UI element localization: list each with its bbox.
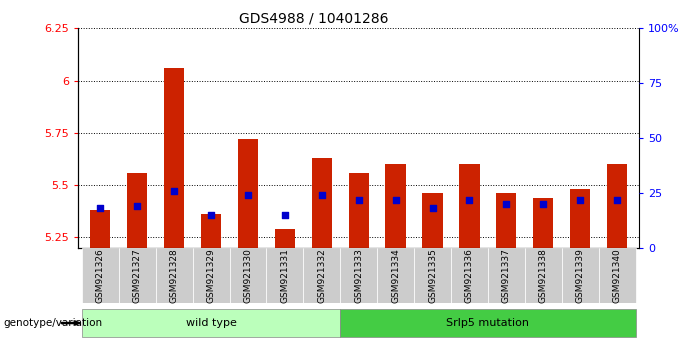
Point <box>390 197 401 202</box>
Bar <box>119 248 156 303</box>
Bar <box>349 172 369 248</box>
Text: GSM921328: GSM921328 <box>170 248 179 303</box>
Point <box>205 212 216 218</box>
Text: GSM921329: GSM921329 <box>207 248 216 303</box>
Point <box>611 197 622 202</box>
Point <box>501 201 512 207</box>
Bar <box>607 164 627 248</box>
Bar <box>488 248 525 303</box>
Bar <box>598 248 636 303</box>
Bar <box>267 248 303 303</box>
Point <box>538 201 549 207</box>
Bar <box>459 164 479 248</box>
Text: GSM921340: GSM921340 <box>613 248 622 303</box>
Bar <box>201 215 221 248</box>
Title: GDS4988 / 10401286: GDS4988 / 10401286 <box>239 12 388 26</box>
Bar <box>311 158 332 248</box>
Bar <box>340 309 636 337</box>
Point <box>243 192 254 198</box>
Bar <box>90 210 110 248</box>
Text: Srlp5 mutation: Srlp5 mutation <box>446 318 529 328</box>
Bar <box>275 229 295 248</box>
Point <box>316 192 327 198</box>
Text: GSM921339: GSM921339 <box>576 248 585 303</box>
Bar <box>525 248 562 303</box>
Bar <box>127 172 148 248</box>
Bar <box>82 248 119 303</box>
Text: wild type: wild type <box>186 318 237 328</box>
Text: GSM921331: GSM921331 <box>280 248 290 303</box>
Text: GSM921333: GSM921333 <box>354 248 363 303</box>
Point <box>575 197 585 202</box>
Bar <box>340 248 377 303</box>
Point <box>95 205 106 211</box>
Bar <box>238 139 258 248</box>
Text: GSM921330: GSM921330 <box>243 248 252 303</box>
Point <box>464 197 475 202</box>
Text: GSM921335: GSM921335 <box>428 248 437 303</box>
Point <box>353 197 364 202</box>
Text: GSM921337: GSM921337 <box>502 248 511 303</box>
Text: GSM921326: GSM921326 <box>96 248 105 303</box>
Bar <box>533 198 554 248</box>
Bar <box>303 248 340 303</box>
Bar <box>156 248 192 303</box>
Bar <box>496 193 517 248</box>
Text: GSM921327: GSM921327 <box>133 248 141 303</box>
Text: GSM921332: GSM921332 <box>318 248 326 303</box>
Bar <box>192 248 230 303</box>
Text: GSM921336: GSM921336 <box>465 248 474 303</box>
Point <box>427 205 438 211</box>
Text: GSM921334: GSM921334 <box>391 248 400 303</box>
Bar <box>562 248 598 303</box>
Bar <box>451 248 488 303</box>
Point <box>132 203 143 209</box>
Text: genotype/variation: genotype/variation <box>3 318 103 328</box>
Point <box>169 188 180 194</box>
Bar <box>386 164 406 248</box>
Bar <box>422 193 443 248</box>
Bar <box>414 248 451 303</box>
Bar <box>230 248 267 303</box>
Bar <box>82 309 340 337</box>
Bar <box>570 189 590 248</box>
Text: GSM921338: GSM921338 <box>539 248 547 303</box>
Bar <box>377 248 414 303</box>
Bar <box>164 68 184 248</box>
Point <box>279 212 290 218</box>
